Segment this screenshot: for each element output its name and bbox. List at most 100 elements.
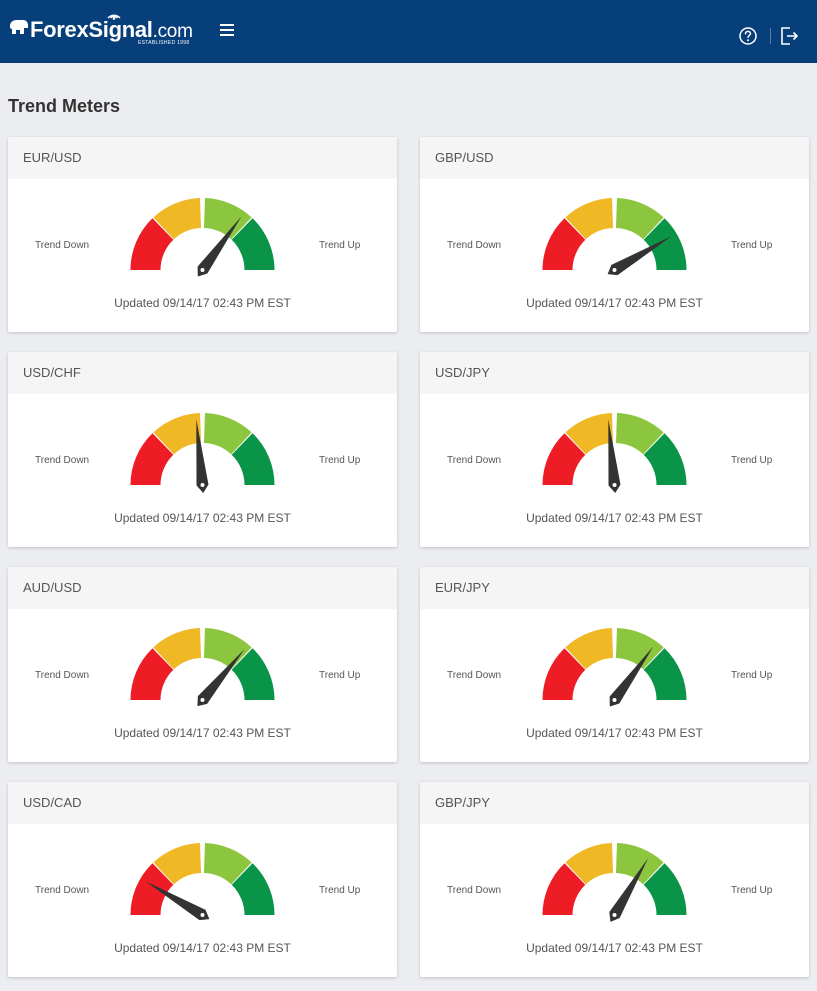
gauge-zone-3 bbox=[615, 198, 664, 240]
trend-gauge bbox=[542, 628, 687, 707]
gauge-zone-2 bbox=[153, 628, 202, 670]
gauge-zone-1 bbox=[130, 648, 174, 700]
signal-waves-icon bbox=[107, 14, 121, 20]
gauge-zone-1 bbox=[542, 863, 586, 915]
gauge-zone-4 bbox=[643, 218, 687, 270]
gauge-zone-1 bbox=[130, 218, 174, 270]
updated-timestamp: Updated 09/14/17 02:43 PM EST bbox=[526, 941, 703, 955]
trend-down-label: Trend Down bbox=[35, 670, 90, 681]
trend-up-label: Trend Up bbox=[731, 885, 773, 896]
gauge-zone-1 bbox=[130, 433, 174, 485]
meter-pair-title: USD/JPY bbox=[420, 352, 809, 394]
trend-meter-card: USD/CHF Trend Down Trend Up Updated 09/14/1… bbox=[8, 352, 397, 547]
updated-timestamp: Updated 09/14/17 02:43 PM EST bbox=[526, 511, 703, 525]
trend-up-label: Trend Up bbox=[731, 670, 773, 681]
trend-gauge bbox=[130, 843, 275, 921]
bull-logo-icon bbox=[10, 20, 28, 34]
trend-meter-card: EUR/USD Trend Down Trend Up Updated 09/14/1… bbox=[8, 137, 397, 332]
trend-gauge bbox=[130, 413, 275, 493]
gauge-zone-4 bbox=[231, 218, 275, 270]
meter-pair-title: EUR/USD bbox=[8, 137, 397, 179]
gauge-zone-3 bbox=[615, 413, 664, 455]
page-title: Trend Meters bbox=[8, 96, 121, 116]
gauge-zone-4 bbox=[231, 863, 275, 915]
header-divider bbox=[770, 28, 771, 44]
trend-up-label: Trend Up bbox=[731, 455, 773, 466]
trend-meter-card: EUR/JPY Trend Down Trend Up Updated 09/14/1… bbox=[420, 567, 809, 762]
trend-down-label: Trend Down bbox=[447, 670, 502, 681]
gauge-hub-center bbox=[612, 483, 617, 487]
trend-gauge bbox=[542, 413, 687, 493]
gauge-zone-2 bbox=[565, 628, 614, 670]
trend-meter-card: AUD/USD Trend Down Trend Up Updated 09/14/1… bbox=[8, 567, 397, 762]
gauge-hub-center bbox=[200, 698, 205, 702]
gauge-zone-2 bbox=[565, 843, 614, 885]
gauge-hub-center bbox=[612, 913, 617, 917]
help-circle-icon[interactable] bbox=[738, 26, 758, 46]
updated-timestamp: Updated 09/14/17 02:43 PM EST bbox=[526, 726, 703, 740]
meter-pair-title: USD/CAD bbox=[8, 782, 397, 824]
gauge-zone-4 bbox=[643, 863, 687, 915]
trend-up-label: Trend Up bbox=[319, 670, 361, 681]
gauge-zone-2 bbox=[153, 843, 202, 885]
gauge-zone-4 bbox=[643, 648, 687, 700]
logo-tld: .com bbox=[152, 21, 193, 42]
gauge-zone-3 bbox=[615, 628, 664, 670]
gauge-zone-2 bbox=[565, 198, 614, 240]
meter-pair-title: GBP/USD bbox=[420, 137, 809, 179]
gauge-needle bbox=[197, 649, 245, 707]
gauge-zone-3 bbox=[203, 843, 252, 885]
trend-down-label: Trend Down bbox=[447, 885, 502, 896]
trend-down-label: Trend Down bbox=[35, 455, 90, 466]
trend-gauge bbox=[542, 843, 687, 922]
gauge-zone-3 bbox=[203, 413, 252, 455]
updated-timestamp: Updated 09/14/17 02:43 PM EST bbox=[114, 726, 291, 740]
trend-up-label: Trend Up bbox=[319, 240, 361, 251]
gauge-needle bbox=[607, 236, 672, 276]
trend-meter-card: USD/JPY Trend Down Trend Up Updated 09/14/1… bbox=[420, 352, 809, 547]
meter-pair-title: GBP/JPY bbox=[420, 782, 809, 824]
logout-icon[interactable] bbox=[779, 25, 799, 47]
gauge-zone-3 bbox=[203, 628, 252, 670]
gauge-needle bbox=[196, 419, 209, 493]
gauge-zone-2 bbox=[153, 198, 202, 240]
meter-pair-title: USD/CHF bbox=[8, 352, 397, 394]
logo-tagline: ESTABLISHED 1998 bbox=[138, 40, 190, 46]
trend-up-label: Trend Up bbox=[319, 455, 361, 466]
updated-timestamp: Updated 09/14/17 02:43 PM EST bbox=[114, 296, 291, 310]
gauge-zone-1 bbox=[542, 433, 586, 485]
logo-name: ForexSignal bbox=[30, 17, 153, 42]
gauge-hub-center bbox=[200, 483, 205, 487]
trend-meter-card: GBP/JPY Trend Down Trend Up Updated 09/14/1… bbox=[420, 782, 809, 977]
meter-pair-title: EUR/JPY bbox=[420, 567, 809, 609]
meter-pair-title: AUD/USD bbox=[8, 567, 397, 609]
gauge-needle bbox=[145, 881, 210, 921]
trend-up-label: Trend Up bbox=[319, 885, 361, 896]
trend-down-label: Trend Down bbox=[35, 885, 90, 896]
hamburger-menu-icon[interactable] bbox=[218, 22, 236, 38]
gauge-zone-2 bbox=[565, 413, 614, 455]
trend-up-label: Trend Up bbox=[731, 240, 773, 251]
trend-gauge bbox=[542, 198, 687, 276]
top-navbar: ForexSignal.com ESTABLISHED 1998 bbox=[0, 0, 817, 63]
gauge-zone-1 bbox=[542, 648, 586, 700]
gauge-zone-1 bbox=[542, 218, 586, 270]
updated-timestamp: Updated 09/14/17 02:43 PM EST bbox=[114, 941, 291, 955]
gauge-zone-4 bbox=[643, 433, 687, 485]
updated-timestamp: Updated 09/14/17 02:43 PM EST bbox=[114, 511, 291, 525]
gauge-hub-center bbox=[612, 698, 617, 702]
gauge-hub-center bbox=[612, 268, 617, 272]
gauge-needle bbox=[609, 646, 654, 707]
gauge-zone-3 bbox=[615, 843, 664, 885]
gauge-needle bbox=[608, 419, 621, 493]
gauge-needle bbox=[197, 216, 242, 277]
gauge-zone-1 bbox=[130, 863, 174, 915]
gauge-zone-2 bbox=[153, 413, 202, 455]
trend-gauge bbox=[130, 628, 275, 707]
gauge-needle bbox=[609, 858, 649, 922]
gauge-zone-3 bbox=[203, 198, 252, 240]
forexsignal-logo[interactable]: ForexSignal.com ESTABLISHED 1998 bbox=[8, 10, 200, 50]
trend-down-label: Trend Down bbox=[447, 240, 502, 251]
trend-gauge bbox=[130, 198, 275, 277]
trend-meter-card: USD/CAD Trend Down Trend Up Updated 09/14/1… bbox=[8, 782, 397, 977]
